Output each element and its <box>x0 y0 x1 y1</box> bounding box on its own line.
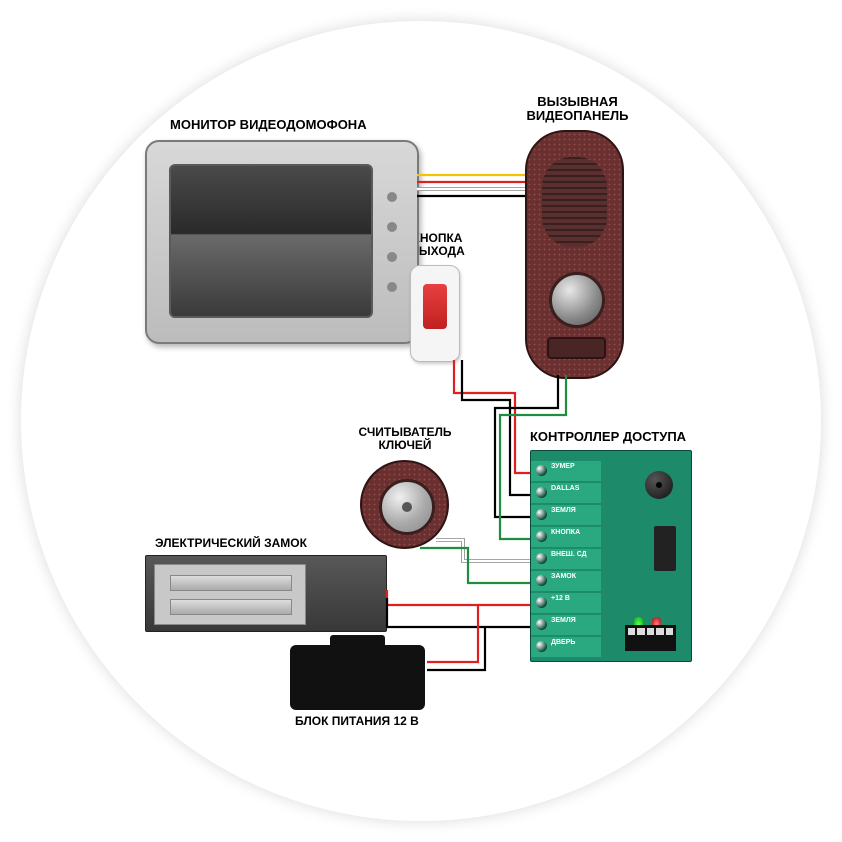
exit-button-device <box>410 265 460 362</box>
controller-terminal: ЗАМОК <box>531 571 601 591</box>
pcb-buzzer-icon <box>645 471 673 499</box>
video-monitor <box>145 140 419 344</box>
monitor-button <box>387 222 397 232</box>
controller-terminal: +12 В <box>531 593 601 613</box>
pcb-chip-icon <box>654 526 676 571</box>
controller-terminal-block: ЗУМЕРDALLASЗЕМЛЯКНОПКАВНЕШ. СДЗАМОК+12 В… <box>531 461 601 659</box>
controller-terminal: ДВЕРЬ <box>531 637 601 657</box>
pcb-dip-switch-icon <box>625 625 676 651</box>
monitor-button <box>387 252 397 262</box>
key-reader-contact <box>379 479 435 535</box>
controller-terminal: ЗЕМЛЯ <box>531 505 601 525</box>
controller-terminal: DALLAS <box>531 483 601 503</box>
label-psu: БЛОК ПИТАНИЯ 12 В <box>295 715 419 728</box>
monitor-button <box>387 282 397 292</box>
lock-slot <box>170 575 292 591</box>
controller-terminal: ЗУМЕР <box>531 461 601 481</box>
controller-terminal: КНОПКА <box>531 527 601 547</box>
lock-slot <box>170 599 292 615</box>
label-controller: КОНТРОЛЛЕР ДОСТУПА <box>530 430 686 444</box>
lock-strike-plate <box>154 564 306 625</box>
electric-lock <box>145 555 387 632</box>
callpanel-speaker-grille <box>542 157 607 247</box>
callpanel-camera-button <box>549 272 605 328</box>
label-callpanel: ВЫЗЫВНАЯ ВИДЕОПАНЕЛЬ <box>525 95 630 124</box>
call-video-panel <box>525 130 624 379</box>
monitor-screen <box>169 164 373 318</box>
access-controller-pcb: ЗУМЕРDALLASЗЕМЛЯКНОПКАВНЕШ. СДЗАМОК+12 В… <box>530 450 692 662</box>
label-monitor: МОНИТОР ВИДЕОДОМОФОНА <box>170 118 367 132</box>
controller-terminal: ВНЕШ. СД <box>531 549 601 569</box>
monitor-button <box>387 192 397 202</box>
controller-terminal: ЗЕМЛЯ <box>531 615 601 635</box>
label-lock: ЭЛЕКТРИЧЕСКИЙ ЗАМОК <box>155 537 307 550</box>
callpanel-nameplate <box>547 337 606 359</box>
label-reader: СЧИТЫВАТЕЛЬ КЛЮЧЕЙ <box>345 426 465 452</box>
key-reader <box>360 460 449 549</box>
power-supply-unit <box>290 645 425 710</box>
exit-button-red <box>423 284 447 329</box>
